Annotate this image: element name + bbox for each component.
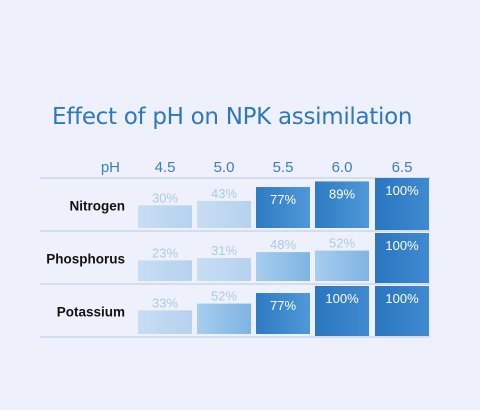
bar-phosphorus-4.5: [138, 260, 192, 281]
bar-value-label: 23%: [152, 245, 178, 260]
bar-nitrogen-6.0: [315, 181, 369, 228]
bar-value-label: 100%: [385, 183, 419, 198]
bar-potassium-5.0: [197, 303, 251, 334]
bar-value-labels: 30% 43% 77% 89% 100% 23% 31% 48% 52% 100% 33% 52% 77…: [152, 183, 419, 313]
bar-value-label: 48%: [270, 237, 296, 252]
bar-phosphorus-6.0: [315, 250, 369, 281]
bar-value-label: 31%: [211, 243, 237, 258]
ph-tick-label: 4.5: [155, 159, 176, 176]
row-label-nitrogen: Nitrogen: [70, 199, 126, 214]
bar-value-label: 77%: [270, 192, 296, 207]
bar-potassium-6.5: [375, 286, 429, 336]
row-dividers: [40, 177, 430, 338]
bar-nitrogen-5.0: [197, 200, 251, 228]
ph-tick-label: 5.5: [273, 159, 294, 176]
ph-tick-label: 6.0: [332, 159, 353, 176]
bar-value-label: 100%: [385, 238, 419, 253]
bar-nitrogen-6.5: [375, 178, 429, 230]
bar-value-label: 33%: [152, 295, 178, 310]
bar-value-label: 77%: [270, 298, 296, 313]
bar-value-label: 43%: [211, 186, 237, 201]
bar-value-label: 52%: [329, 236, 355, 251]
bar-value-label: 30%: [152, 190, 178, 205]
row-labels: Nitrogen Phosphorus Potassium: [46, 199, 125, 320]
bar-nitrogen-5.5: [256, 187, 310, 228]
header-ph-label: pH: [101, 159, 120, 176]
bar-nitrogen-4.5: [138, 205, 192, 228]
chart-title: Effect of pH on NPK assimilation: [52, 104, 413, 130]
row-label-potassium: Potassium: [57, 305, 125, 320]
bar-value-label: 100%: [325, 291, 359, 306]
bar-potassium-6.0: [315, 286, 369, 336]
bar-phosphorus-5.5: [256, 252, 310, 281]
bar-potassium-4.5: [138, 310, 192, 334]
bar-phosphorus-5.0: [197, 258, 251, 281]
bar-value-label: 52%: [211, 289, 237, 304]
bar-phosphorus-6.5: [375, 233, 429, 283]
header-row: pH 4.5 5.0 5.5 6.0 6.5: [101, 159, 413, 176]
bar-value-label: 100%: [385, 291, 419, 306]
bars: [138, 178, 429, 336]
bar-value-label: 89%: [329, 186, 355, 201]
ph-tick-label: 5.0: [214, 159, 235, 176]
row-label-phosphorus: Phosphorus: [46, 252, 125, 267]
ph-tick-label: 6.5: [392, 159, 413, 176]
bar-potassium-5.5: [256, 293, 310, 334]
